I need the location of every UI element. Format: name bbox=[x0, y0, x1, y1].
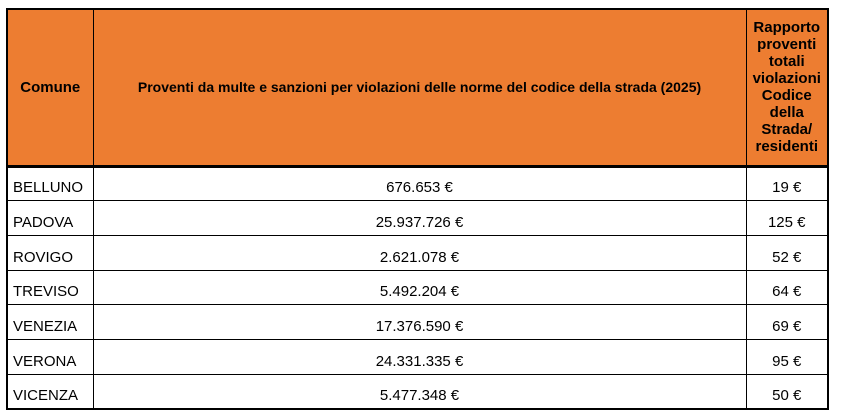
comune-cell: TREVISO bbox=[6, 269, 94, 306]
comune-cell: BELLUNO bbox=[6, 165, 94, 202]
table-row-treviso: TREVISO 5.492.204 € 64 € bbox=[6, 269, 829, 306]
proventi-cell: 24.331.335 € bbox=[92, 338, 747, 375]
proventi-cell: 25.937.726 € bbox=[92, 200, 747, 236]
comune-cell: PADOVA bbox=[6, 200, 94, 236]
fines-table: Comune Proventi da multe e sanzioni per … bbox=[6, 8, 829, 410]
proventi-cell: 5.477.348 € bbox=[92, 373, 747, 410]
table-row-vicenza: VICENZA 5.477.348 € 50 € bbox=[6, 373, 829, 410]
column-header-comune: Comune bbox=[6, 8, 94, 168]
column-header-proventi: Proventi da multe e sanzioni per violazi… bbox=[92, 8, 747, 168]
proventi-cell: 5.492.204 € bbox=[92, 269, 747, 306]
rapporto-cell: 64 € bbox=[745, 269, 829, 306]
proventi-cell: 2.621.078 € bbox=[92, 234, 747, 271]
table-row-padova: PADOVA 25.937.726 € 125 € bbox=[6, 200, 829, 236]
header-row: Comune Proventi da multe e sanzioni per … bbox=[6, 8, 829, 168]
rapporto-cell: 19 € bbox=[745, 165, 829, 202]
table-row-belluno: BELLUNO 676.653 € 19 € bbox=[6, 165, 829, 202]
comune-cell: ROVIGO bbox=[6, 234, 94, 271]
proventi-cell: 676.653 € bbox=[92, 165, 747, 202]
comune-cell: VERONA bbox=[6, 338, 94, 375]
rapporto-cell: 69 € bbox=[745, 304, 829, 340]
table-row-venezia: VENEZIA 17.376.590 € 69 € bbox=[6, 304, 829, 340]
rapporto-cell: 125 € bbox=[745, 200, 829, 236]
table-row-rovigo: ROVIGO 2.621.078 € 52 € bbox=[6, 234, 829, 271]
comune-cell: VICENZA bbox=[6, 373, 94, 410]
table-row-verona: VERONA 24.331.335 € 95 € bbox=[6, 338, 829, 375]
rapporto-cell: 95 € bbox=[745, 338, 829, 375]
proventi-cell: 17.376.590 € bbox=[92, 304, 747, 340]
rapporto-cell: 50 € bbox=[745, 373, 829, 410]
rapporto-cell: 52 € bbox=[745, 234, 829, 271]
comune-cell: VENEZIA bbox=[6, 304, 94, 340]
column-header-rapporto: Rapporto proventi totali violazioni Codi… bbox=[745, 8, 829, 168]
